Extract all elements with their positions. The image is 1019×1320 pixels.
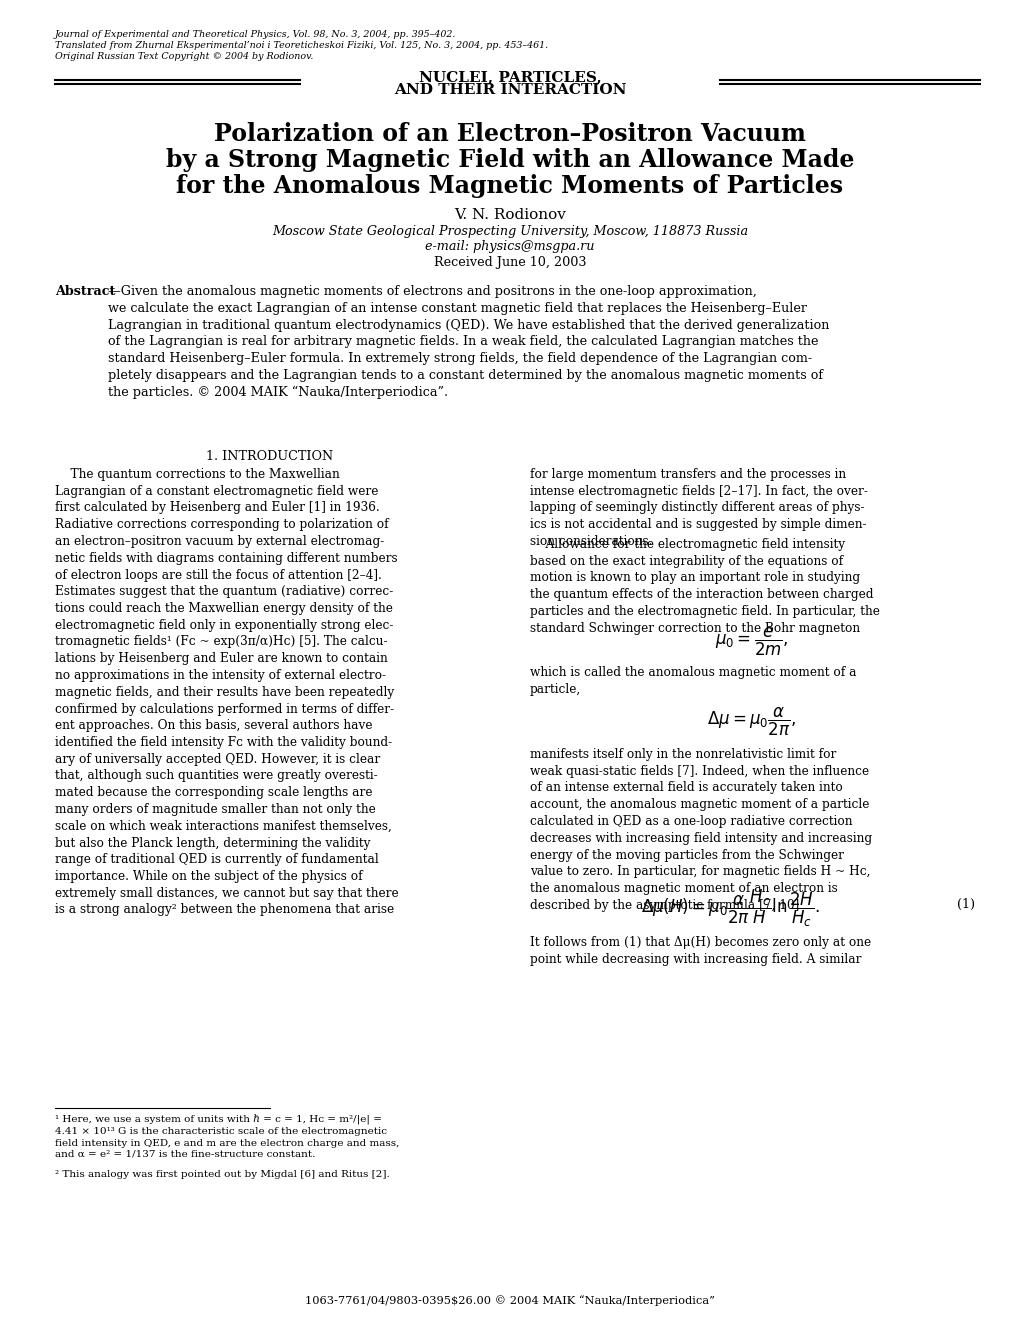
Text: Translated from Zhurnal Eksperimental’noi i Teoreticheskoi Fiziki, Vol. 125, No.: Translated from Zhurnal Eksperimental’no… — [55, 41, 547, 50]
Text: NUCLEI, PARTICLES,: NUCLEI, PARTICLES, — [418, 70, 601, 84]
Text: ¹ Here, we use a system of units with ℏ = c = 1, Hᴄ = m²/|e| =
4.41 × 10¹³ G is : ¹ Here, we use a system of units with ℏ … — [55, 1115, 399, 1159]
Text: Original Russian Text Copyright © 2004 by Rodionov.: Original Russian Text Copyright © 2004 b… — [55, 51, 313, 61]
Text: $\mu_0 = \dfrac{e}{2m},$: $\mu_0 = \dfrac{e}{2m},$ — [714, 626, 788, 659]
Text: It follows from (1) that Δμ(H) becomes zero only at one
point while decreasing w: It follows from (1) that Δμ(H) becomes z… — [530, 936, 870, 966]
Text: 1. INTRODUCTION: 1. INTRODUCTION — [206, 450, 333, 463]
Text: $\Delta\mu(H) = \mu_0\dfrac{\alpha}{2\pi}\dfrac{H_c}{H}\ln\dfrac{2H}{H_c}.$: $\Delta\mu(H) = \mu_0\dfrac{\alpha}{2\pi… — [640, 888, 818, 929]
Text: which is called the anomalous magnetic moment of a
particle,: which is called the anomalous magnetic m… — [530, 667, 856, 696]
Text: —Given the anomalous magnetic moments of electrons and positrons in the one-loop: —Given the anomalous magnetic moments of… — [108, 285, 828, 399]
Text: for large momentum transfers and the processes in
intense electromagnetic fields: for large momentum transfers and the pro… — [530, 469, 867, 548]
Text: AND THEIR INTERACTION: AND THEIR INTERACTION — [393, 83, 626, 96]
Text: manifests itself only in the nonrelativistic limit for
weak quasi-static fields : manifests itself only in the nonrelativi… — [530, 748, 871, 912]
Text: Polarization of an Electron–Positron Vacuum: Polarization of an Electron–Positron Vac… — [214, 121, 805, 147]
Text: Moscow State Geological Prospecting University, Moscow, 118873 Russia: Moscow State Geological Prospecting Univ… — [272, 224, 747, 238]
Text: by a Strong Magnetic Field with an Allowance Made: by a Strong Magnetic Field with an Allow… — [166, 148, 853, 172]
Text: The quantum corrections to the Maxwellian
Lagrangian of a constant electromagnet: The quantum corrections to the Maxwellia… — [55, 469, 398, 916]
Text: 1063-7761/04/9803-0395$26.00 © 2004 MAIK “Nauka/Interperiodica”: 1063-7761/04/9803-0395$26.00 © 2004 MAIK… — [305, 1295, 714, 1305]
Text: ² This analogy was first pointed out by Migdal [6] and Ritus [2].: ² This analogy was first pointed out by … — [55, 1170, 389, 1179]
Text: V. N. Rodionov: V. N. Rodionov — [453, 209, 566, 222]
Text: Journal of Experimental and Theoretical Physics, Vol. 98, No. 3, 2004, pp. 395–4: Journal of Experimental and Theoretical … — [55, 30, 455, 40]
Text: Abstract: Abstract — [55, 285, 115, 298]
Text: Received June 10, 2003: Received June 10, 2003 — [433, 256, 586, 269]
Text: for the Anomalous Magnetic Moments of Particles: for the Anomalous Magnetic Moments of Pa… — [176, 174, 843, 198]
Text: Allowance for the electromagnetic field intensity
based on the exact integrabili: Allowance for the electromagnetic field … — [530, 539, 879, 635]
Text: $\Delta\mu = \mu_0\dfrac{\alpha}{2\pi},$: $\Delta\mu = \mu_0\dfrac{\alpha}{2\pi},$ — [707, 706, 796, 738]
Text: (1): (1) — [956, 898, 974, 911]
Text: e-mail: physics@msgpa.ru: e-mail: physics@msgpa.ru — [425, 240, 594, 253]
